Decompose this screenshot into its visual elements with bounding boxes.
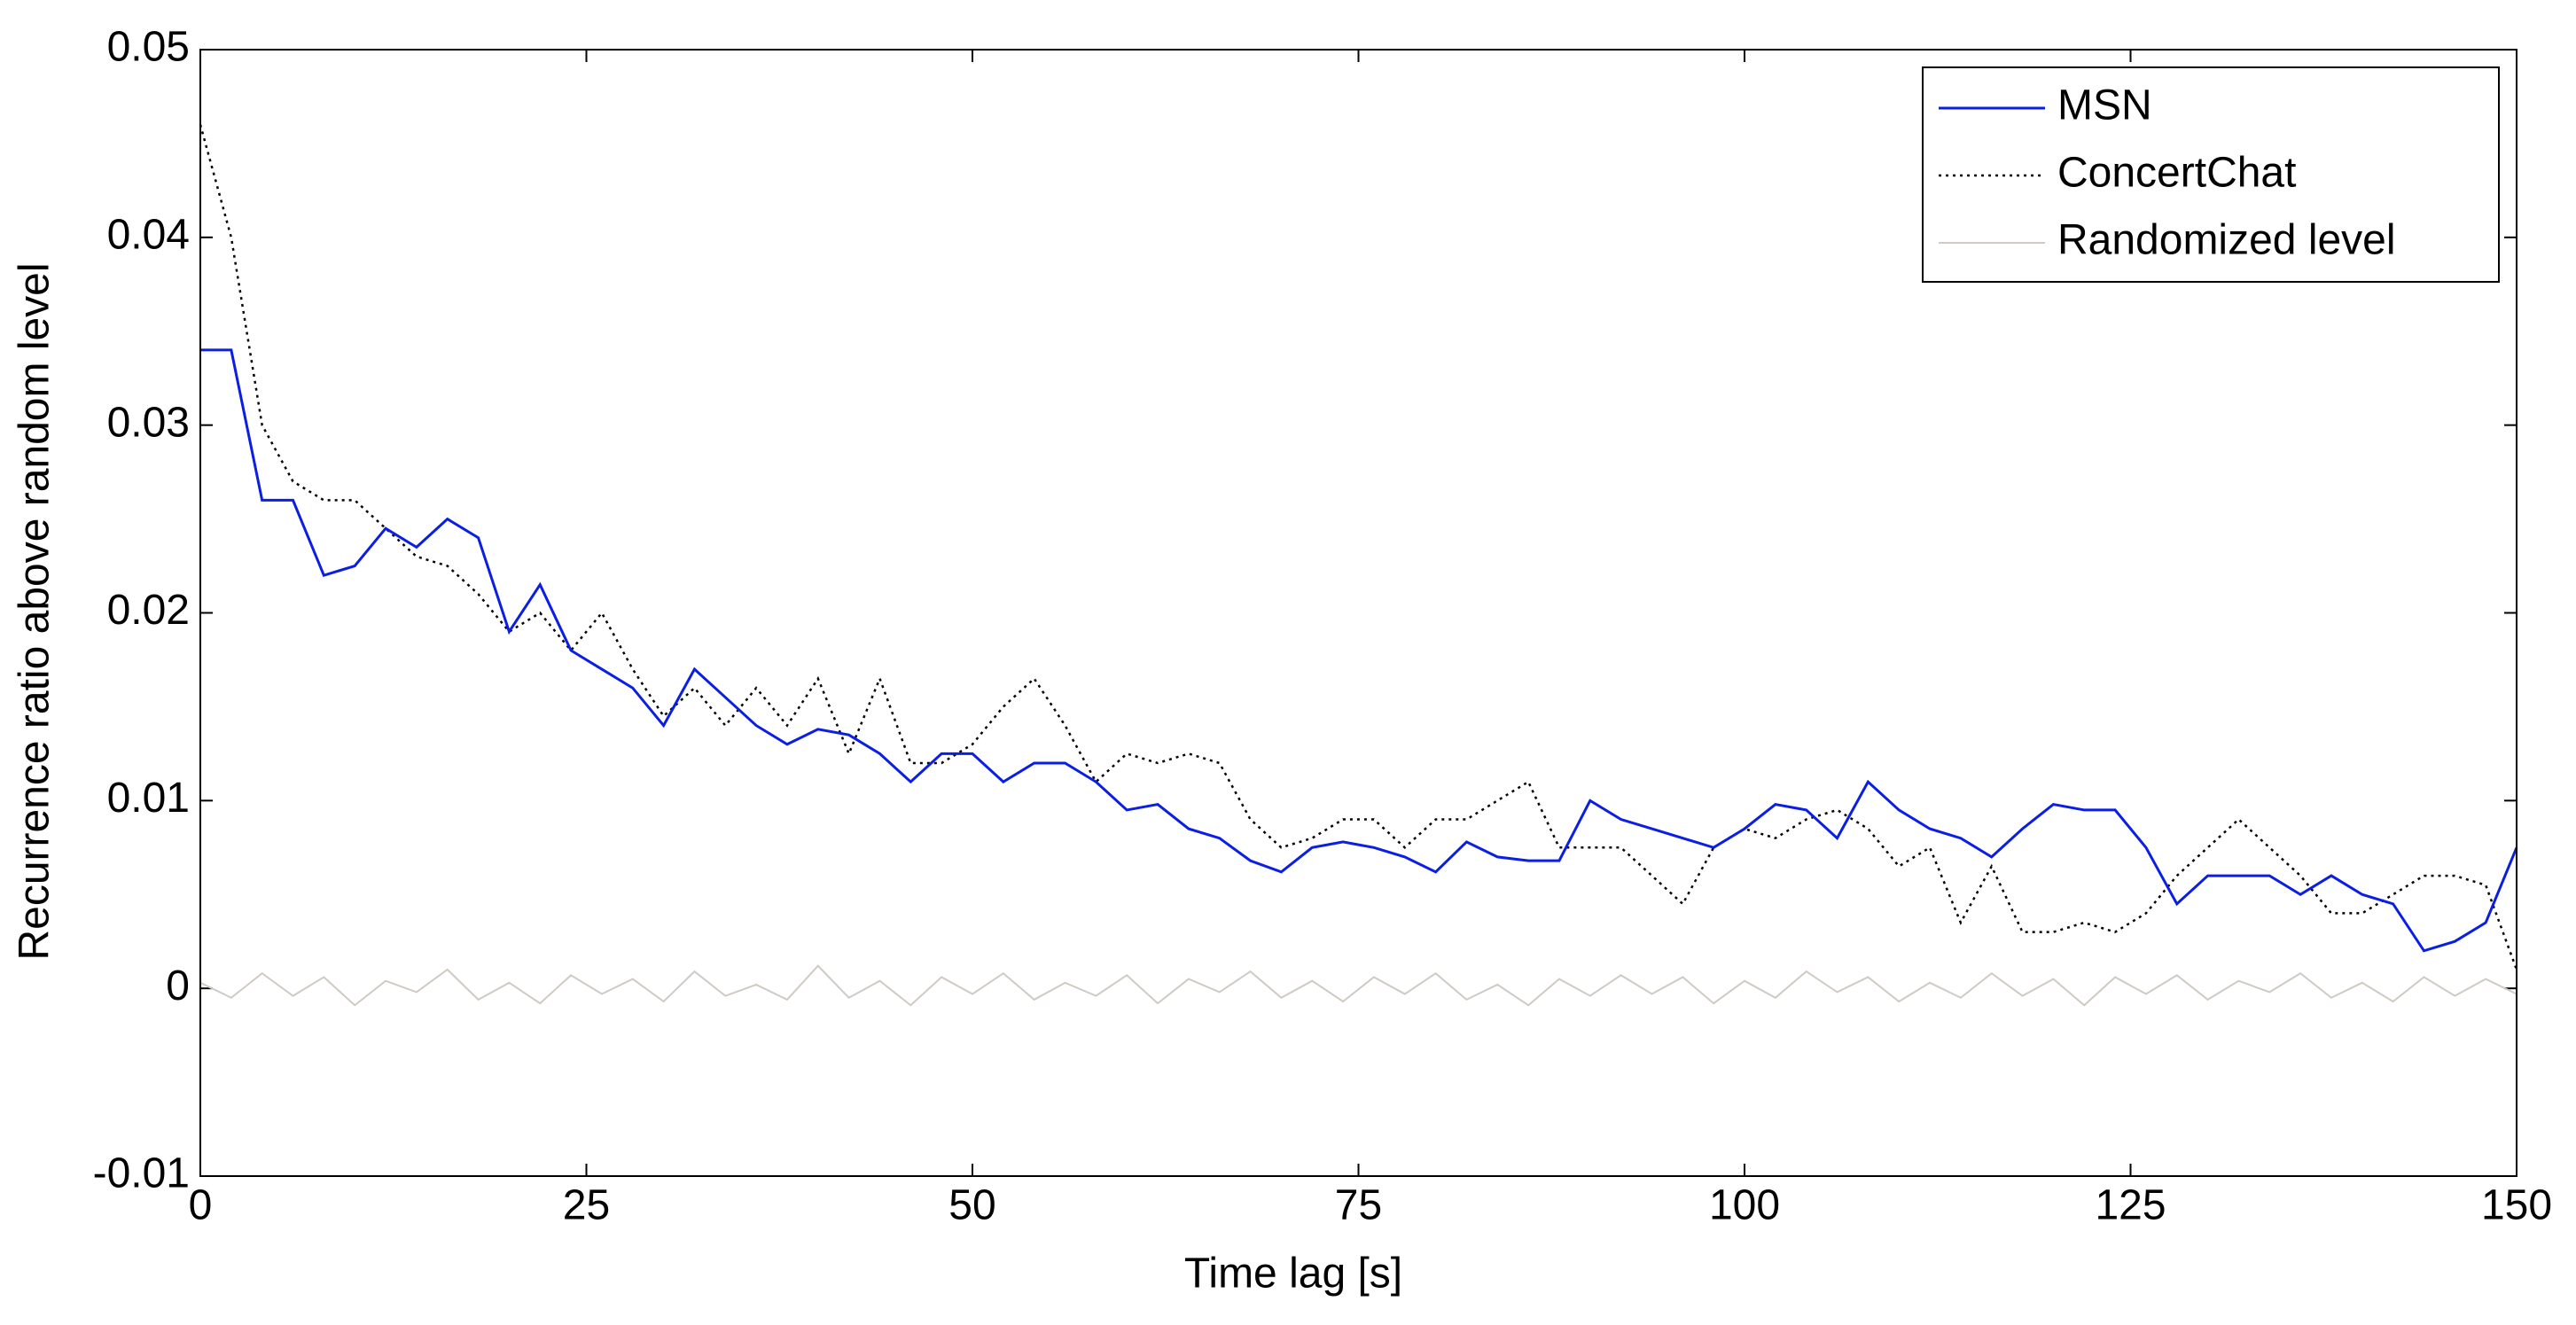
- y-tick-label: 0.02: [107, 587, 190, 634]
- x-tick-label: 25: [563, 1182, 610, 1229]
- plot-frame: [199, 49, 2517, 1177]
- legend-label: ConcertChat: [2057, 150, 2296, 197]
- y-axis-label: Recurrence ratio above random level: [12, 262, 59, 960]
- x-tick-label: 100: [1709, 1182, 1780, 1229]
- y-tick-label: 0.05: [107, 24, 190, 71]
- series-line: [199, 964, 2517, 1007]
- legend-label: Randomized level: [2057, 217, 2396, 264]
- y-tick-label: -0.01: [93, 1150, 190, 1197]
- x-tick-label: 75: [1335, 1182, 1382, 1229]
- x-tick-label: 0: [189, 1182, 213, 1229]
- x-axis-label: Time lag [s]: [1184, 1251, 1402, 1298]
- series-line: [200, 348, 2518, 953]
- y-tick-label: 0.04: [107, 212, 190, 259]
- x-tick-label: 125: [2095, 1182, 2166, 1229]
- y-tick-label: 0: [166, 963, 190, 1009]
- x-tick-label: 150: [2481, 1182, 2552, 1229]
- series-line: [199, 124, 2518, 970]
- y-tick-label: 0.01: [107, 775, 190, 822]
- legend-label: MSN: [2057, 82, 2152, 129]
- x-tick-label: 50: [948, 1182, 995, 1229]
- y-tick-label: 0.03: [107, 399, 190, 446]
